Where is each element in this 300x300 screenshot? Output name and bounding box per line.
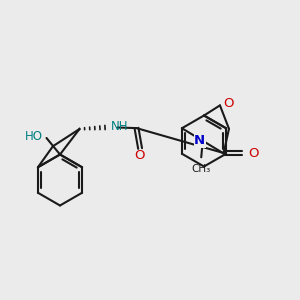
Text: HO: HO [25,130,43,143]
Text: O: O [248,147,259,160]
Text: NH: NH [110,120,128,133]
Text: N: N [194,134,205,147]
Text: O: O [134,148,145,162]
Text: O: O [224,97,234,110]
Text: CH₃: CH₃ [192,164,211,174]
